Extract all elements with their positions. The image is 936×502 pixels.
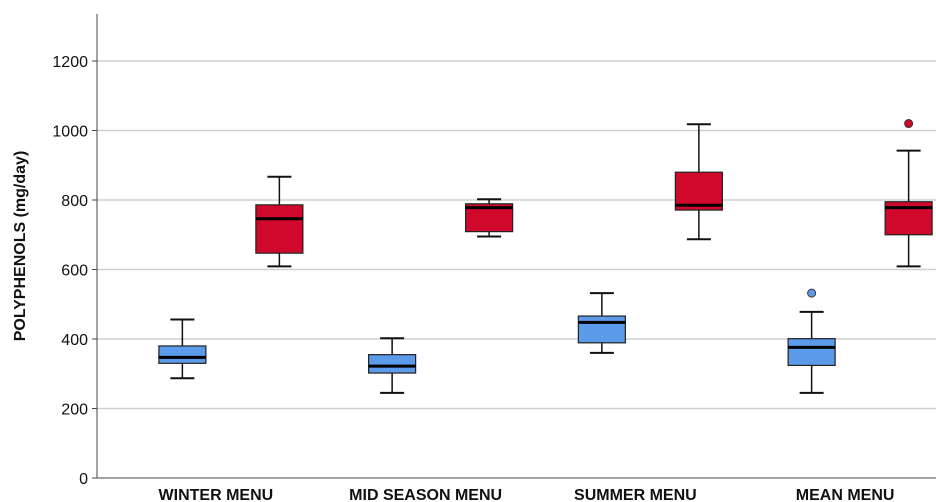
category-label: SUMMER MENU bbox=[574, 487, 697, 502]
box-iqr bbox=[577, 315, 626, 344]
box-plot bbox=[577, 292, 626, 354]
box-iqr bbox=[787, 338, 836, 367]
y-tick-label: 400 bbox=[61, 332, 88, 349]
box-plot bbox=[674, 123, 723, 241]
y-tick-label: 1200 bbox=[52, 54, 88, 71]
y-tick-label: 200 bbox=[61, 402, 88, 419]
category-labels: WINTER MENU MID SEASON MENU SUMMER MENU MEA… bbox=[159, 487, 895, 502]
grid-lines bbox=[97, 60, 936, 410]
box-series bbox=[158, 119, 933, 394]
category-label: WINTER MENU bbox=[159, 487, 274, 502]
y-tick-label: 1000 bbox=[52, 124, 88, 141]
outlier-point bbox=[807, 288, 817, 298]
category-label: MID SEASON MENU bbox=[349, 487, 502, 502]
category-label: MEAN MENU bbox=[796, 487, 895, 502]
box-plot bbox=[158, 318, 207, 380]
box-plot bbox=[787, 288, 836, 394]
box-iqr bbox=[368, 354, 417, 374]
box-iqr bbox=[255, 204, 304, 254]
box-plot bbox=[884, 119, 933, 268]
outlier-point bbox=[904, 119, 914, 129]
box-iqr bbox=[158, 345, 207, 364]
y-axis-title: POLYPHENOLS (mg/day) bbox=[12, 151, 29, 342]
box-plot bbox=[465, 198, 514, 238]
box-plot bbox=[368, 337, 417, 394]
y-tick-labels: 0 200 400 600 800 1000 1200 bbox=[52, 54, 97, 488]
y-tick-label: 800 bbox=[61, 193, 88, 210]
y-tick-label: 600 bbox=[61, 263, 88, 280]
y-tick-label: 0 bbox=[79, 471, 88, 488]
box-plot bbox=[255, 175, 304, 268]
